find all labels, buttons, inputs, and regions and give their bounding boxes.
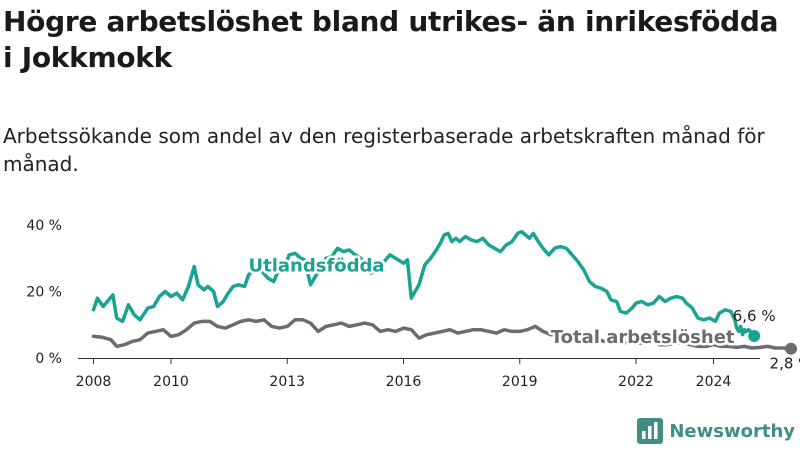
x-tick-label: 2010 bbox=[153, 374, 189, 390]
brand-logo[interactable]: Newsworthy bbox=[637, 418, 795, 444]
series-end-label-1: 2,8 % bbox=[770, 355, 800, 373]
x-tick-label: 2016 bbox=[386, 374, 422, 390]
series-end-label-0: 6,6 % bbox=[733, 307, 776, 325]
series-name-label-1: Total arbetslöshet bbox=[551, 327, 735, 348]
y-axis: 0 % 20 % 40 % bbox=[26, 218, 62, 367]
series-line-1 bbox=[91, 318, 793, 351]
x-tick-label: 2024 bbox=[696, 374, 732, 390]
series-end-marker-0 bbox=[748, 330, 761, 343]
y-tick-label: 0 % bbox=[35, 351, 62, 367]
series-end-marker-1 bbox=[785, 342, 797, 355]
y-tick-label: 40 % bbox=[26, 218, 62, 234]
chart-subtitle: Arbetssökande som andel av den registerb… bbox=[3, 124, 765, 176]
y-tick-label: 20 % bbox=[26, 285, 62, 301]
line-chart: 0 % 20 % 40 % 2008 2010 2013 2016 2019 2022 2024… bbox=[26, 218, 800, 390]
x-tick-label: 2008 bbox=[76, 374, 112, 390]
x-axis: 2008 2010 2013 2016 2019 2022 2024 bbox=[76, 358, 760, 390]
x-tick-label: 2019 bbox=[502, 374, 538, 390]
brand-name: Newsworthy bbox=[669, 420, 795, 442]
chart-title: Högre arbetslöshet bland utrikes- än inr… bbox=[3, 5, 779, 74]
x-tick-label: 2013 bbox=[269, 374, 305, 390]
bar-chart-logo-icon bbox=[637, 418, 664, 444]
series-layer: 6,6 % Utlandsfödda 2,8 % Total arbetslöshet bbox=[91, 229, 800, 373]
series-name-label-0: Utlandsfödda bbox=[249, 256, 385, 277]
series-line-0 bbox=[91, 229, 756, 338]
x-tick-label: 2022 bbox=[618, 374, 654, 390]
